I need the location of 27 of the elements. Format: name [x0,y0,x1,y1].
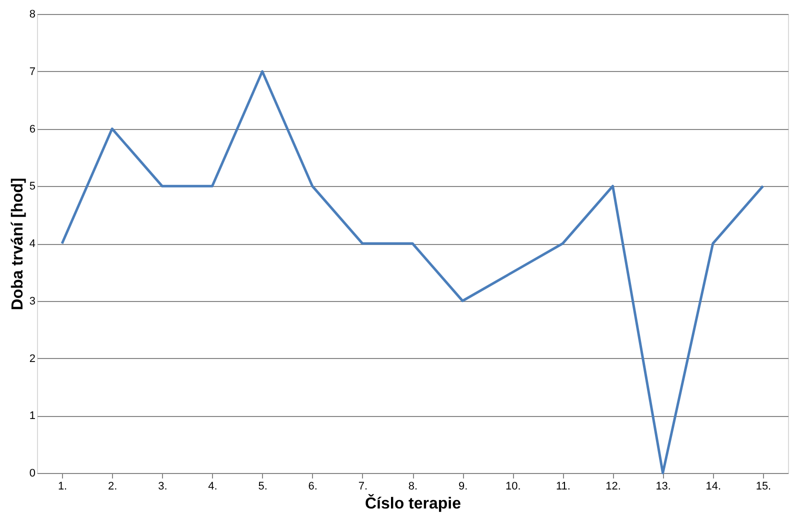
y-tick-label: 8 [29,8,36,20]
y-tick-label: 4 [29,238,36,250]
y-axis-title: Doba trvání [hod] [9,178,26,310]
x-tick-label: 8. [408,480,418,492]
x-tick-label: 14. [706,480,722,492]
x-tick-label: 9. [458,480,468,492]
x-tick-label: 2. [108,480,118,492]
x-tick-label: 3. [158,480,168,492]
x-tick-label: 6. [308,480,318,492]
x-tick-label: 11. [556,480,570,492]
y-tick-label: 2 [29,352,36,365]
y-tick-label: 7 [29,66,36,78]
line-series [60,70,764,474]
y-tick-label: 5 [29,180,36,193]
y-tick-label: 6 [29,123,36,136]
y-tick-label: 1 [29,410,36,422]
y-tick-label: 0 [29,468,36,480]
x-tick-label: 13. [656,480,671,492]
x-tick-label: 15. [756,480,772,492]
x-tick-label: 10. [505,480,521,492]
x-tick-label: 4. [208,480,218,492]
x-tick-label: 5. [258,480,268,492]
x-tick-label: 12. [606,480,621,492]
x-tick-label: 7. [358,480,368,492]
y-tick-label: 3 [29,295,36,308]
x-axis-title: Číslo terapie [364,494,462,512]
x-tick-label: 1. [58,480,68,492]
